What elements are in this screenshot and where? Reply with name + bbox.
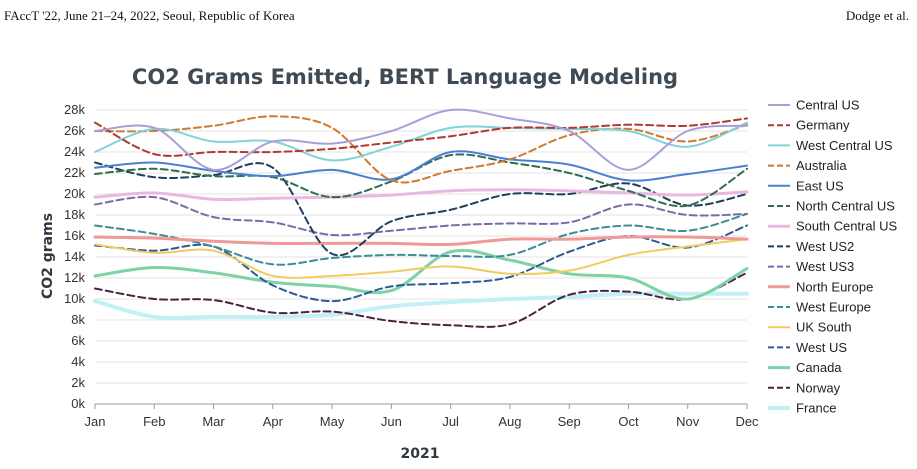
- legend-label-france: France: [796, 401, 836, 416]
- chart-title: CO2 Grams Emitted, BERT Language Modelin…: [132, 65, 678, 89]
- x-axis-label: 2021: [401, 446, 440, 462]
- series-line-west-us3: [94, 195, 748, 237]
- series-line-west-central-us: [94, 121, 748, 162]
- y-tick-label: 28k: [64, 102, 85, 117]
- series-line-west-us2: [94, 161, 748, 257]
- y-tick-label: 14k: [64, 249, 85, 264]
- y-tick-label: 8k: [71, 312, 85, 327]
- series-line-central-us: [94, 108, 748, 171]
- series-line-north-europe: [93, 235, 749, 247]
- y-tick-label: 4k: [71, 354, 85, 369]
- running-header-right: Dodge et al.: [845, 8, 909, 23]
- y-axis-label: CO2 grams: [40, 213, 56, 299]
- x-tick-label: Oct: [618, 414, 639, 429]
- legend-label-north-central-us: North Central US: [796, 199, 895, 214]
- legend-label-east-us: East US: [796, 178, 844, 193]
- series-line-norway: [94, 271, 748, 328]
- series-line-france: [93, 291, 749, 321]
- series-line-west-europe: [94, 212, 748, 266]
- x-tick-label: Jan: [85, 414, 106, 429]
- series-line-australia: [94, 115, 748, 184]
- y-tick-label: 26k: [64, 123, 85, 138]
- legend-label-west-central-us: West Central US: [796, 138, 893, 153]
- legend-label-canada: Canada: [796, 360, 842, 375]
- series-line-uk-south: [94, 238, 748, 279]
- y-tick-label: 20k: [64, 186, 85, 201]
- x-tick-label: Dec: [735, 414, 759, 429]
- legend-label-germany: Germany: [796, 118, 850, 133]
- series-line-north-central-us: [94, 153, 748, 208]
- y-tick-label: 24k: [64, 144, 85, 159]
- legend-label-north-europe: North Europe: [796, 279, 873, 294]
- x-tick-label: Jul: [442, 414, 459, 429]
- x-tick-label: Mar: [202, 414, 225, 429]
- legend-label-west-us2: West US2: [796, 239, 854, 254]
- x-tick-label: Nov: [676, 414, 700, 429]
- y-tick-label: 0k: [71, 396, 85, 411]
- x-tick-label: Apr: [263, 414, 284, 429]
- x-axis: Jan Feb Mar Apr May Jun Jul Aug Sep Oct Nov Dec: [85, 403, 759, 429]
- legend: Central US Germany West Central US Australi…: [768, 98, 897, 416]
- y-tick-label: 2k: [71, 375, 85, 390]
- y-tick-label: 18k: [64, 207, 85, 222]
- series-lines: [93, 108, 749, 328]
- x-tick-label: May: [320, 414, 345, 429]
- legend-label-west-us: West US: [796, 340, 847, 355]
- y-tick-label: 6k: [71, 333, 85, 348]
- y-axis: 0k 2k 4k 6k 8k 10k 12k 14k 16k 18k 20k 22k 24k 26k 28k: [64, 102, 85, 411]
- x-tick-label: Jun: [381, 414, 402, 429]
- legend-label-west-us3: West US3: [796, 259, 854, 274]
- legend-label-norway: Norway: [796, 380, 841, 395]
- y-tick-label: 10k: [64, 291, 85, 306]
- legend-label-australia: Australia: [796, 158, 847, 173]
- legend-label-west-europe: West Europe: [796, 300, 871, 315]
- series-line-east-us: [94, 150, 748, 182]
- running-header-left: FAccT '22, June 21–24, 2022, Seoul, Repu…: [4, 8, 295, 23]
- series-line-germany: [94, 117, 748, 157]
- legend-label-uk-south: UK South: [796, 320, 852, 335]
- x-tick-label: Sep: [558, 414, 581, 429]
- y-tick-label: 22k: [64, 165, 85, 180]
- series-line-canada: [93, 248, 749, 301]
- y-tick-label: 12k: [64, 270, 85, 285]
- y-tick-label: 16k: [64, 228, 85, 243]
- x-tick-label: Feb: [143, 414, 165, 429]
- legend-label-central-us: Central US: [796, 98, 860, 113]
- legend-label-south-central-us: South Central US: [796, 219, 897, 234]
- x-tick-label: Aug: [498, 414, 521, 429]
